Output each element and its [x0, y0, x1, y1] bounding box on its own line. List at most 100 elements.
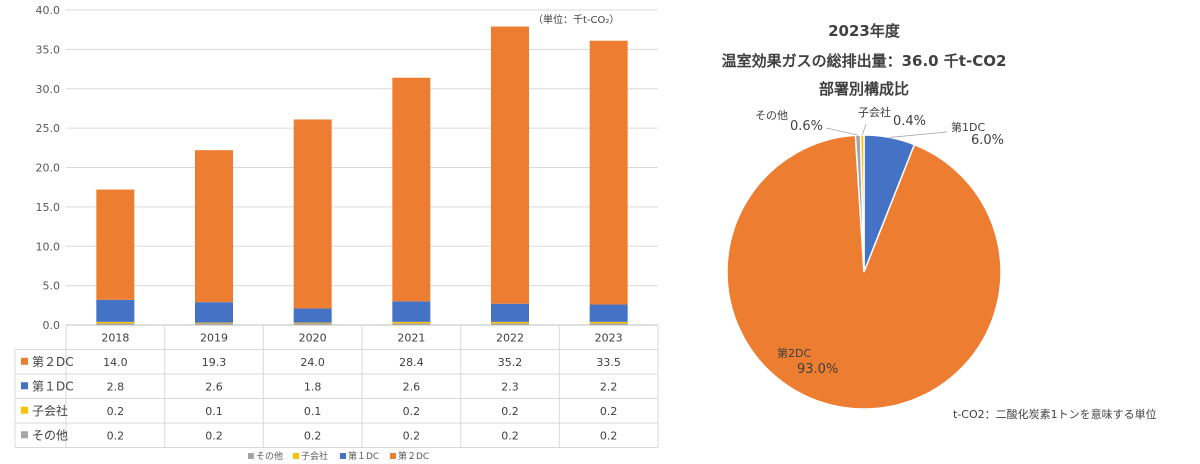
pie-title-total: 温室効果ガスの総排出量：36.0 千t-CO2	[722, 52, 1007, 70]
data-label: 2.6	[205, 380, 223, 393]
data-label: 2.6	[403, 380, 421, 393]
bar-segment	[589, 40, 628, 305]
bar-segment	[589, 321, 628, 324]
y-tick-label: 30.0	[36, 83, 61, 96]
legend-key	[293, 453, 299, 459]
bar-segment	[392, 301, 431, 322]
bar-segment	[293, 119, 332, 309]
bar-segment	[195, 322, 233, 324]
x-tick-label: 2018	[101, 331, 129, 344]
bar-segment	[96, 299, 135, 322]
y-tick-label: 40.0	[36, 4, 61, 17]
pie-slice-name: 第1DC	[951, 120, 985, 134]
pie-slice	[726, 134, 1002, 410]
data-label: 2.2	[600, 380, 618, 393]
table-legend-key	[21, 431, 28, 439]
gridlines	[66, 9, 658, 326]
legend-label: 第１DC	[348, 450, 379, 462]
data-label: 33.5	[596, 356, 621, 369]
pie-slice-name: 子会社	[858, 105, 891, 119]
x-tick-label: 2022	[496, 331, 524, 344]
bar-segment	[491, 323, 529, 325]
bar-segment	[96, 321, 135, 324]
data-label: 0.2	[403, 405, 421, 418]
bar-segment	[195, 150, 233, 303]
bar-segment	[195, 323, 233, 325]
data-label: 19.3	[202, 356, 227, 369]
pie-slice-name: 第2DC	[777, 346, 811, 360]
data-label: 0.2	[304, 429, 322, 442]
leader-line	[861, 123, 867, 136]
data-label: 0.2	[403, 429, 421, 442]
data-label: 28.4	[399, 356, 424, 369]
y-axis: 0.0 5.0 10.0 15.0 20.0 25.0 30.0 35.0 40.0	[36, 4, 61, 332]
data-label: 0.2	[600, 405, 618, 418]
pie-slice-percent: 0.4%	[893, 114, 926, 129]
data-label: 2.3	[501, 380, 519, 393]
unit-note: （単位：千t-CO₂）	[533, 13, 619, 26]
bar-segment	[392, 77, 431, 302]
data-label: 0.2	[205, 429, 223, 442]
leader-line	[889, 131, 948, 138]
legend-key	[340, 453, 346, 459]
table-row-label: その他	[32, 428, 68, 442]
data-label: 35.2	[498, 356, 523, 369]
data-label: 2.8	[107, 380, 125, 393]
pie-slice-percent: 0.6%	[790, 119, 823, 134]
data-label: 0.2	[107, 405, 125, 418]
pie-slice-name: その他	[755, 109, 788, 122]
bars	[96, 26, 628, 325]
data-label: 0.2	[600, 429, 618, 442]
table-legend-key	[21, 357, 28, 365]
pie-slice-percent: 6.0%	[971, 133, 1004, 148]
data-label: 0.2	[107, 429, 125, 442]
x-tick-label: 2023	[595, 331, 623, 344]
table-row-label: 子会社	[32, 403, 68, 418]
y-tick-label: 15.0	[36, 201, 61, 214]
data-label: 1.8	[304, 380, 322, 393]
bar-segment	[589, 323, 628, 325]
bar-segment	[392, 323, 431, 325]
pie-chart: 2023年度 温室効果ガスの総排出量：36.0 千t-CO2 部署別構成比 第1…	[722, 22, 1157, 421]
bar-segment	[589, 304, 628, 322]
data-label: 0.2	[501, 405, 519, 418]
y-tick-label: 25.0	[36, 122, 61, 135]
leader-line	[825, 127, 859, 136]
y-tick-label: 5.0	[43, 280, 61, 293]
legend: その他 子会社 第１DC 第２DC	[248, 450, 429, 462]
data-label: 0.2	[501, 429, 519, 442]
legend-label: 子会社	[301, 450, 328, 462]
legend-label: 第２DC	[398, 450, 429, 462]
bar-segment	[392, 321, 431, 324]
stacked-bar-chart: 0.0 5.0 10.0 15.0 20.0 25.0 30.0 35.0 40.0 （単位：千…	[14, 4, 659, 462]
table-legend-key	[21, 382, 28, 390]
y-tick-label: 20.0	[36, 162, 61, 175]
legend-key	[248, 453, 254, 459]
data-label: 0.1	[304, 405, 322, 418]
pie-title-year: 2023年度	[828, 22, 901, 40]
bar-segment	[195, 302, 233, 323]
bar-segment	[293, 308, 332, 323]
table-row-label: 第１DC	[32, 379, 74, 393]
y-tick-label: 0.0	[43, 319, 61, 332]
legend-key	[390, 453, 396, 459]
bar-segment	[96, 323, 135, 325]
table-legend-key	[21, 406, 28, 414]
data-label: 14.0	[103, 356, 128, 369]
pie-slices	[726, 134, 1002, 410]
pie-title-breakdown: 部署別構成比	[819, 80, 909, 98]
bar-segment	[293, 323, 332, 325]
y-tick-label: 35.0	[36, 43, 61, 56]
bar-segment	[491, 303, 529, 322]
legend-label: その他	[256, 450, 283, 462]
footnote: t-CO2：二酸化炭素1トンを意味する単位	[953, 407, 1157, 421]
bar-segment	[96, 189, 135, 300]
bar-segment	[491, 26, 529, 304]
x-tick-label: 2020	[299, 331, 327, 344]
x-tick-label: 2021	[397, 331, 425, 344]
x-tick-label: 2019	[200, 331, 228, 344]
data-table: 2018 2019 2020 2021 2022 2023 第２DC 14.0 19.3 24.0…	[14, 325, 659, 448]
